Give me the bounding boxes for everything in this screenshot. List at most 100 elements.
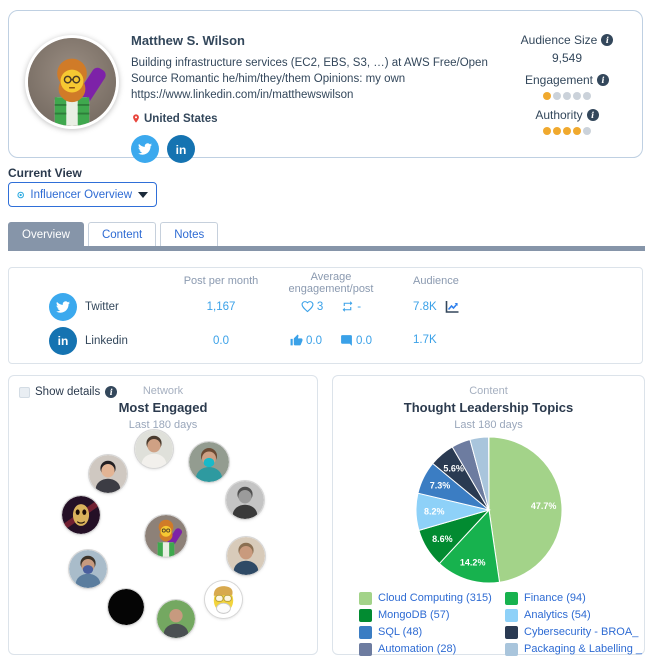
show-details-info-icon[interactable] (105, 386, 118, 398)
legend-item[interactable]: Cloud Computing (315) (359, 591, 492, 605)
rating-dot (553, 92, 561, 100)
profile-name: Matthew S. Wilson (131, 33, 245, 48)
audience-trend-chart-icon[interactable] (444, 300, 460, 314)
profile-bio-line-2: Source Romantic he/him/they/them Opinion… (131, 73, 406, 85)
svg-text:47.7%: 47.7% (531, 501, 557, 511)
linkedin-row-label: Linkedin (85, 335, 128, 347)
audience-size-label: Audience Size (521, 33, 614, 47)
topics-pie-chart[interactable]: 47.7% 14.2% 8.6% 8.2% 7.3% 5.6% (409, 430, 569, 590)
thought-leadership-panel: Content Thought Leadership Topics Last 1… (332, 375, 645, 656)
linkedin-in-icon (176, 142, 187, 157)
authority-text: Authority (535, 108, 583, 122)
header-average-line2: engagement/post (288, 283, 374, 295)
authority-rating-dots (543, 127, 591, 135)
svg-text:8.6%: 8.6% (432, 534, 453, 544)
legend-swatch (359, 625, 372, 639)
engaged-avatar-man-desk[interactable] (227, 537, 265, 575)
linkedin-row-icon[interactable] (49, 327, 77, 355)
engaged-avatar-man-face-mask[interactable] (69, 550, 107, 588)
retweet-icon (342, 301, 353, 312)
engagement-info-icon[interactable] (597, 74, 610, 86)
twitter-posts-per-month: 1,167 (206, 301, 236, 313)
heart-icon (301, 301, 314, 313)
profile-location: United States (131, 112, 511, 125)
rating-dot (583, 92, 591, 100)
tab-notes[interactable]: Notes (160, 222, 219, 246)
twitter-audience-value: 7.8K (413, 301, 437, 313)
svg-text:7.3%: 7.3% (430, 481, 451, 491)
legend-item[interactable]: Packaging & Labelling _ (505, 642, 642, 656)
show-details-control: Show details (19, 386, 118, 398)
tab-overview[interactable]: Overview (8, 222, 84, 246)
svg-text:14.2%: 14.2% (460, 557, 486, 567)
twitter-likes-value: 3 (316, 300, 324, 313)
network-period-label: Last 180 days (128, 419, 198, 431)
linkedin-likes-value: 0.0 (306, 334, 322, 347)
legend-item[interactable]: Cybersecurity - BROA_ (505, 625, 642, 639)
twitter-profile-button[interactable] (131, 135, 159, 163)
legend-item[interactable]: Automation (28) (359, 642, 492, 656)
header-average-line1: Average (310, 271, 352, 283)
platform-stats-card: Post per month Average engagement/post A… (8, 267, 643, 364)
audience-size-info-icon[interactable] (601, 34, 614, 46)
legend-swatch (359, 642, 372, 656)
engaged-avatar-lego-center[interactable] (145, 515, 187, 557)
legend-item[interactable]: SQL (48) (359, 625, 492, 639)
rating-dot (553, 127, 561, 135)
engaged-avatar-man-beard-bw[interactable] (226, 481, 264, 519)
profile-bio-url[interactable]: https://www.linkedin.com/in/matthewswils… (131, 89, 354, 101)
legend-swatch (505, 642, 518, 656)
legend-item[interactable]: MongoDB (57) (359, 608, 492, 622)
current-view-selected: Influencer Overview (30, 188, 132, 201)
legend-swatch (505, 591, 518, 605)
linkedin-audience-value: 1.7K (413, 334, 437, 346)
engagement-rating-dots (543, 92, 591, 100)
twitter-bird-icon (138, 143, 152, 155)
network-category-label: Network (142, 385, 184, 397)
pie-legend-right-column: Finance (94) Analytics (54) Cybersecurity … (505, 591, 642, 656)
rating-dot (543, 127, 551, 135)
engaged-avatar-cartoon-face[interactable] (204, 580, 242, 618)
linkedin-comments: 0.0 (340, 334, 372, 347)
profile-avatar[interactable] (25, 35, 119, 129)
legend-item[interactable]: Finance (94) (505, 591, 642, 605)
legend-item[interactable]: Analytics (54) (505, 608, 642, 622)
legend-swatch (359, 591, 372, 605)
twitter-row-icon[interactable] (49, 293, 77, 321)
engaged-avatar-man-white-shirt[interactable] (135, 430, 173, 468)
engaged-avatar-black-avatar[interactable] (108, 589, 144, 625)
linkedin-likes: 0.0 (290, 334, 322, 347)
tab-content[interactable]: Content (87, 222, 157, 246)
current-view-label: Current View (8, 166, 82, 180)
show-details-checkbox[interactable] (19, 386, 30, 398)
show-details-label: Show details (35, 386, 101, 398)
authority-info-icon[interactable] (586, 109, 599, 121)
twitter-audience: 7.8K (413, 300, 460, 314)
current-view-dropdown[interactable]: Influencer Overview (8, 182, 157, 207)
twitter-retweets: - (341, 300, 361, 313)
profile-bio-line-1: Building infrastructure services (EC2, E… (131, 57, 488, 69)
rating-dot (563, 127, 571, 135)
engaged-avatar-woman-dark-hair[interactable] (89, 455, 127, 493)
content-panel-title: Thought Leadership Topics (403, 400, 574, 415)
twitter-bird-icon (56, 301, 70, 313)
legend-label: Cloud Computing (315) (378, 592, 492, 604)
comment-icon (341, 335, 352, 346)
legend-label: MongoDB (57) (378, 609, 450, 621)
engaged-avatar-man-teal-sticker[interactable] (189, 442, 229, 482)
active-tab-bar (8, 246, 645, 251)
pie-legend-left-column: Cloud Computing (315) MongoDB (57) SQL (48… (359, 591, 492, 656)
authority-label: Authority (535, 108, 599, 122)
thumbs-up-icon (290, 334, 303, 346)
legend-label: Cybersecurity - BROA_ (524, 626, 639, 638)
content-category-label: Content (469, 385, 508, 397)
audience-size-value: 9,549 (551, 51, 583, 65)
engaged-avatar-man-bald-lanyard[interactable] (157, 600, 195, 638)
linkedin-profile-button[interactable] (167, 135, 195, 163)
legend-label: SQL (48) (378, 626, 423, 638)
twitter-row-label: Twitter (85, 301, 119, 313)
network-most-engaged-panel: Show details Network Most Engaged Last 1… (8, 375, 318, 655)
linkedin-posts-per-month: 0.0 (213, 335, 229, 347)
profile-card: Matthew S. Wilson Building infrastructur… (8, 10, 643, 163)
engaged-avatar-art-gold-face[interactable] (62, 496, 100, 534)
